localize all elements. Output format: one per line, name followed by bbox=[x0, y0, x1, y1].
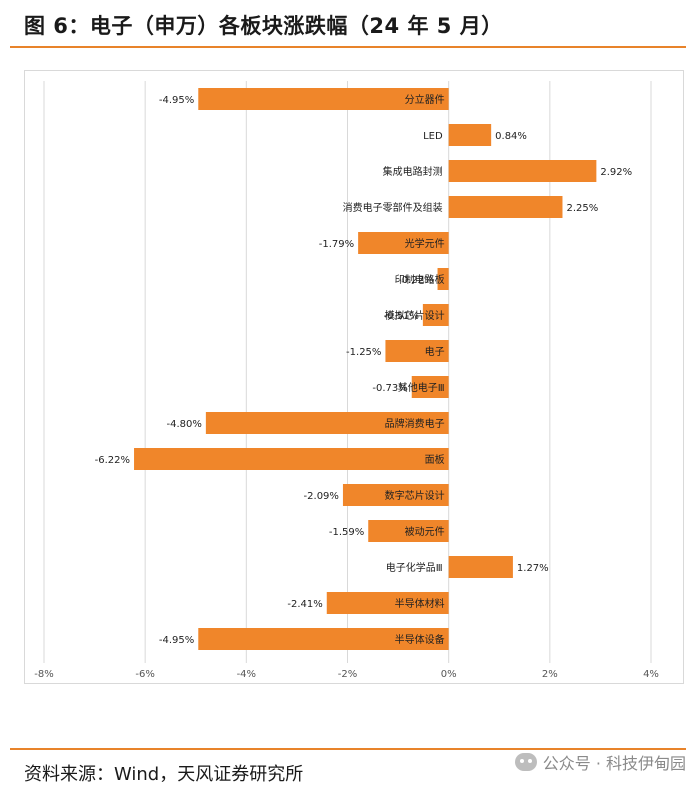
watermark-text: 公众号 · 科技伊甸园 bbox=[542, 754, 686, 773]
bar bbox=[448, 556, 513, 578]
bar bbox=[448, 124, 492, 146]
category-label: 被动元件 bbox=[405, 525, 445, 538]
bar bbox=[448, 196, 563, 218]
category-label: 品牌消费电子 bbox=[385, 417, 445, 430]
bar-chart: -8% -6% -4% -2% 0% 2% 4% 分立器件 -4.95% LED 0.84% 集成电路… bbox=[34, 81, 659, 680]
bar bbox=[198, 88, 449, 110]
bar bbox=[368, 520, 449, 542]
category-label: 面板 bbox=[425, 453, 445, 466]
data-label: 1.27% bbox=[517, 563, 549, 574]
x-tick-label: -6% bbox=[135, 669, 154, 680]
category-label: 光学元件 bbox=[405, 237, 445, 250]
page-title: 图 6：电子（申万）各板块涨跌幅（24 年 5 月） bbox=[24, 14, 503, 38]
category-label: 印制电路板 bbox=[395, 273, 445, 286]
category-label: LED bbox=[423, 131, 443, 142]
top-divider bbox=[10, 46, 686, 48]
bar bbox=[198, 628, 449, 650]
chart-frame: -8% -6% -4% -2% 0% 2% 4% 分立器件 -4.95% LED 0.84% 集成电路… bbox=[24, 70, 684, 684]
bar bbox=[358, 232, 449, 254]
data-label: -2.09% bbox=[304, 491, 339, 502]
data-label: -1.25% bbox=[346, 347, 381, 358]
category-label: 集成电路封测 bbox=[383, 165, 443, 178]
x-tick-label: 4% bbox=[643, 669, 659, 680]
data-label: 2.25% bbox=[566, 203, 598, 214]
bar bbox=[422, 304, 449, 326]
data-label: 0.84% bbox=[495, 131, 527, 142]
category-label: 半导体材料 bbox=[395, 597, 445, 610]
category-label: 电子化学品Ⅲ bbox=[386, 561, 443, 574]
category-label: 模拟芯片设计 bbox=[385, 309, 445, 322]
category-label: 数字芯片设计 bbox=[385, 489, 445, 502]
data-label: -0.22% bbox=[398, 275, 433, 286]
wechat-icon bbox=[514, 753, 537, 771]
data-label: 2.92% bbox=[600, 167, 632, 178]
x-tick-label: 2% bbox=[542, 669, 558, 680]
bottom-divider bbox=[10, 748, 686, 750]
category-label: 电子 bbox=[425, 345, 445, 358]
bar bbox=[437, 268, 449, 290]
category-label: 半导体设备 bbox=[395, 633, 445, 646]
category-label: 其他电子Ⅲ bbox=[398, 381, 445, 394]
data-label: -0.73% bbox=[372, 383, 407, 394]
bar bbox=[411, 376, 449, 398]
data-label: -4.95% bbox=[159, 95, 194, 106]
category-label: 消费电子零部件及组装 bbox=[343, 201, 443, 214]
watermark: 公众号 · 科技伊甸园 bbox=[514, 750, 686, 774]
data-label: -4.80% bbox=[166, 419, 201, 430]
bar bbox=[342, 484, 449, 506]
data-label: -1.59% bbox=[329, 527, 364, 538]
data-label: -0.51% bbox=[383, 311, 418, 322]
data-label: -6.22% bbox=[95, 455, 130, 466]
bar bbox=[448, 160, 597, 182]
data-label: -1.79% bbox=[319, 239, 354, 250]
x-tick-label: -8% bbox=[34, 669, 53, 680]
bar bbox=[205, 412, 449, 434]
data-label: -2.41% bbox=[287, 599, 322, 610]
source-note: 资料来源：Wind，天风证券研究所 bbox=[24, 764, 304, 785]
x-tick-label: -4% bbox=[237, 669, 256, 680]
x-tick-label: -2% bbox=[338, 669, 357, 680]
bar bbox=[385, 340, 449, 362]
data-label: -4.95% bbox=[159, 635, 194, 646]
category-label: 分立器件 bbox=[405, 93, 445, 106]
bar bbox=[134, 448, 449, 470]
bar bbox=[326, 592, 449, 614]
x-tick-label: 0% bbox=[441, 669, 457, 680]
